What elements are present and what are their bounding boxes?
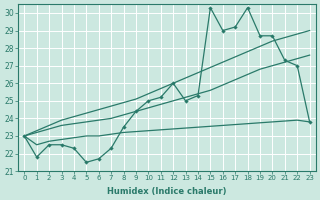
X-axis label: Humidex (Indice chaleur): Humidex (Indice chaleur)	[107, 187, 227, 196]
